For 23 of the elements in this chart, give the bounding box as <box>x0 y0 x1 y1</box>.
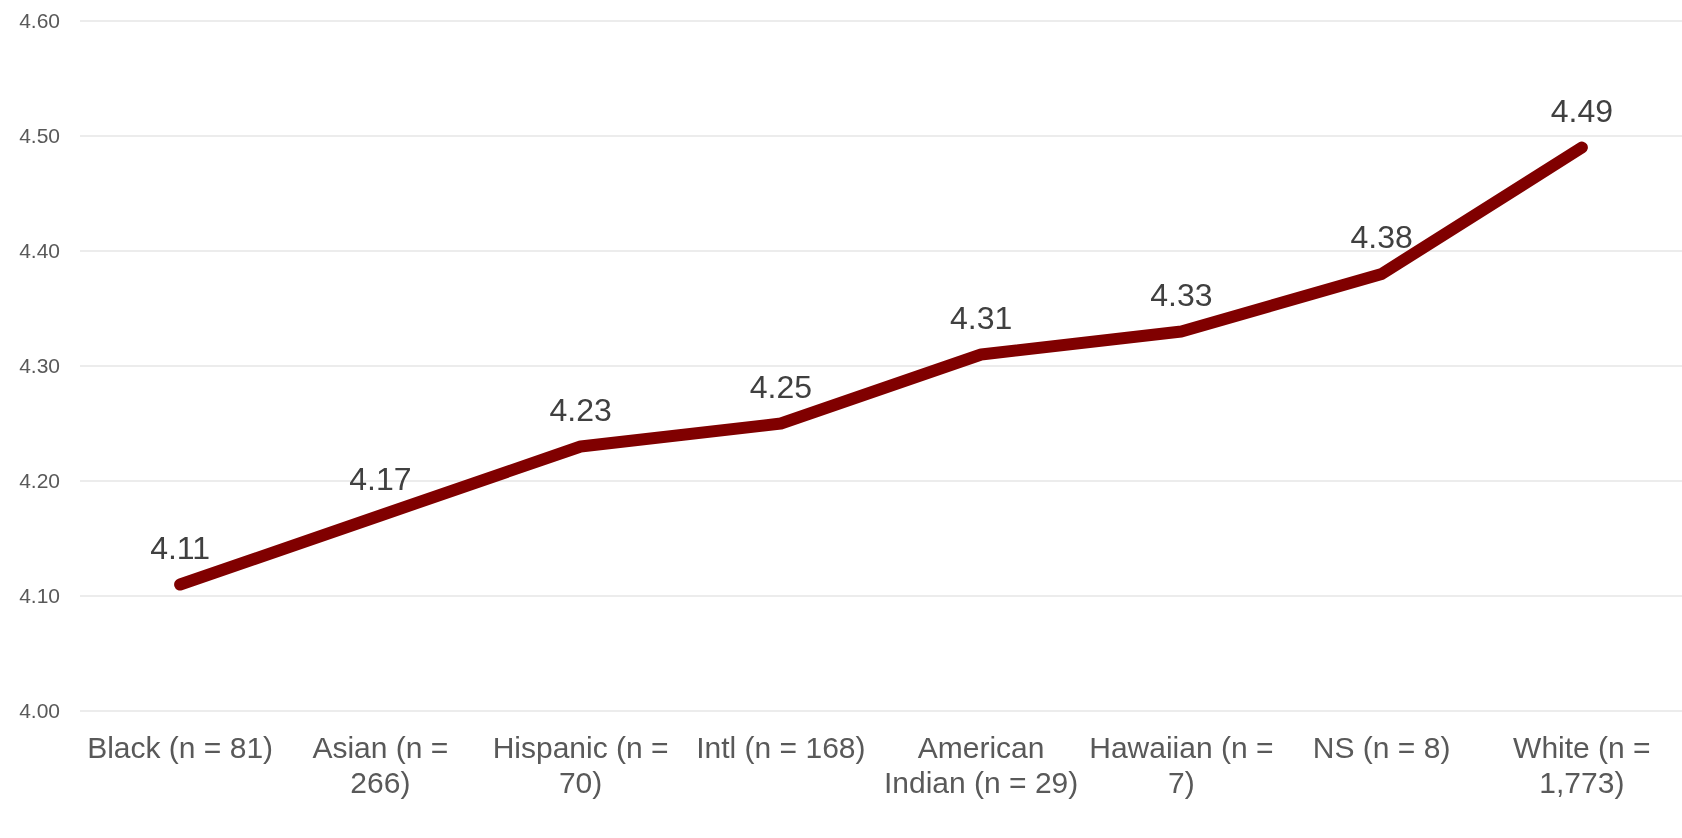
data-label: 4.49 <box>1550 92 1614 129</box>
y-tick-label: 4.50 <box>19 124 60 148</box>
x-tick-label: Hispanic (n = 70) <box>492 731 669 799</box>
data-label: 4.38 <box>1350 219 1413 255</box>
y-tick-label: 4.30 <box>19 354 60 378</box>
x-tick-label: Hawaiian (n = 7) <box>1089 731 1274 799</box>
x-tick-label: Intl (n = 168) <box>696 731 866 764</box>
data-label: 4.23 <box>549 391 612 428</box>
data-label: 4.31 <box>949 299 1013 336</box>
data-label: 4.11 <box>150 529 211 566</box>
x-tick-label: Asian (n = 266) <box>312 731 449 799</box>
data-label: 4.33 <box>1150 276 1213 313</box>
data-label: 4.17 <box>349 460 412 497</box>
y-tick-label: 4.40 <box>19 239 60 263</box>
x-tick-label: NS (n = 8) <box>1312 731 1451 764</box>
y-tick-label: 4.10 <box>19 584 60 608</box>
y-tick-label: 4.60 <box>19 9 60 33</box>
y-tick-label: 4.00 <box>19 699 60 723</box>
x-tick-label: American Indian (n = 29) <box>883 731 1079 799</box>
y-tick-label: 4.20 <box>19 469 60 493</box>
x-tick-label: Black (n = 81) <box>87 731 274 764</box>
data-label: 4.25 <box>749 368 813 405</box>
x-tick-label: White (n = 1,773) <box>1513 731 1651 799</box>
